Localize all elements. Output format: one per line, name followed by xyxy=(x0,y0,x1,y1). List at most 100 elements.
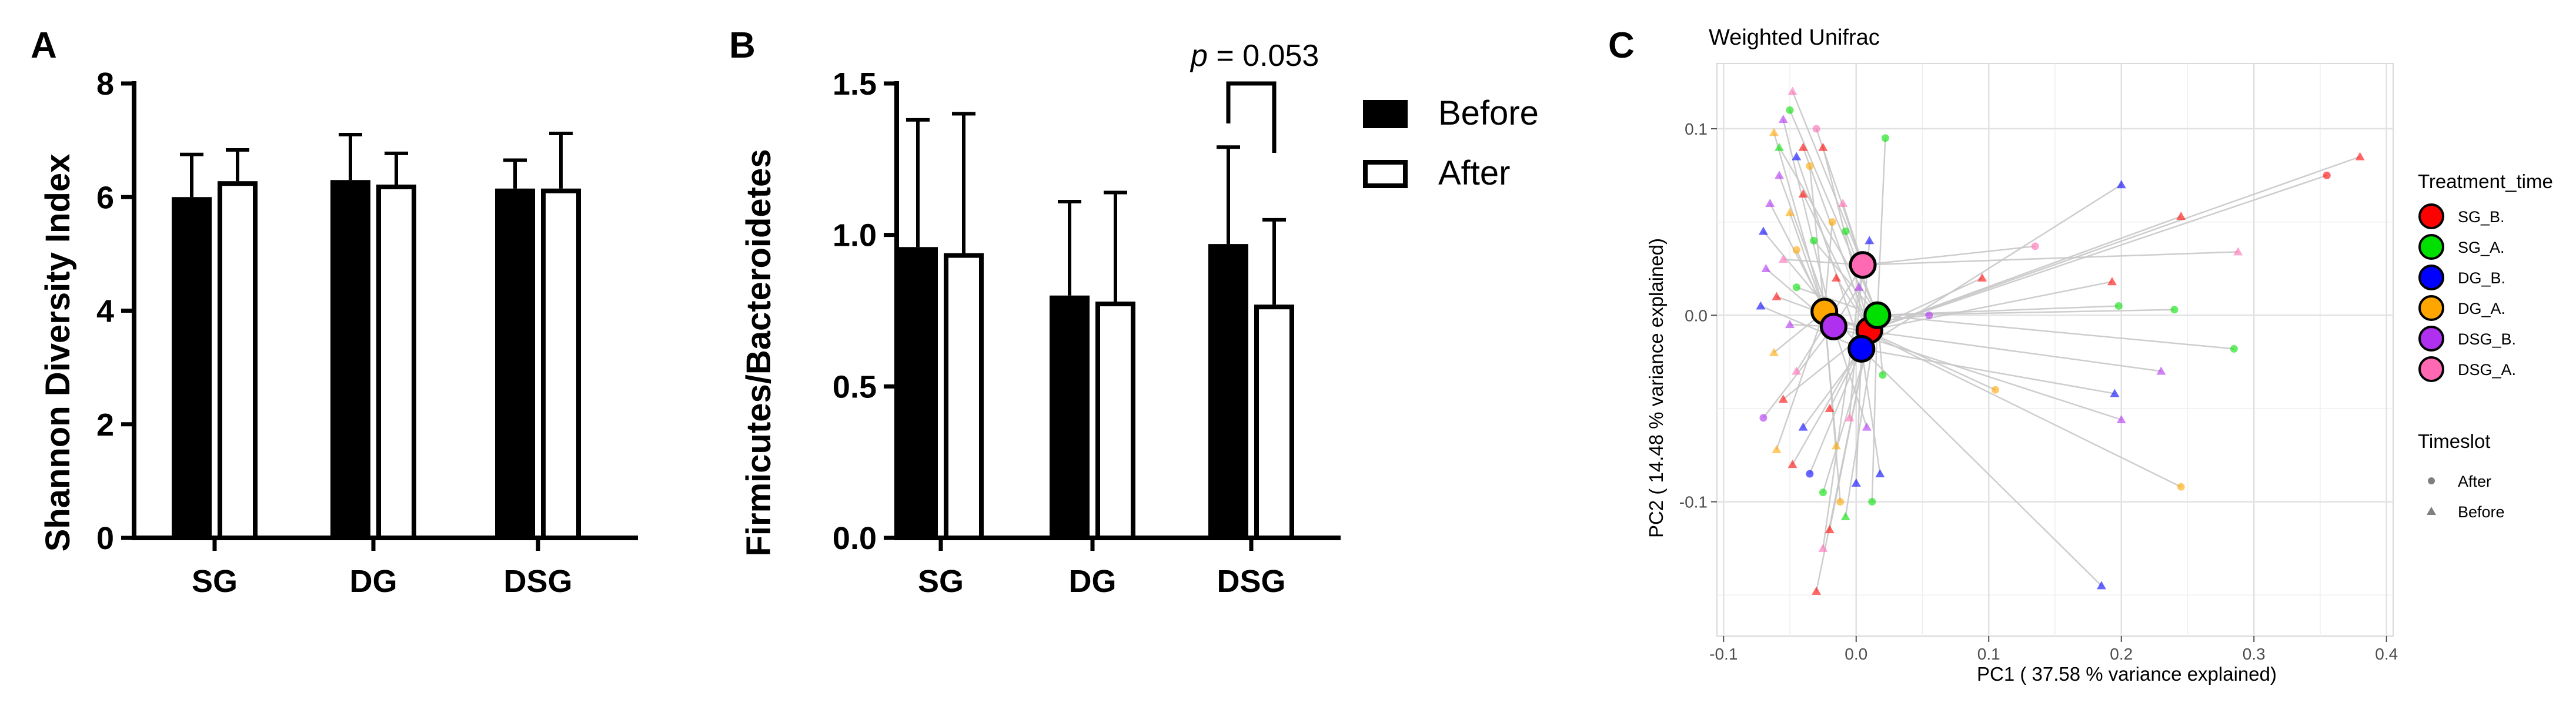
panel-c-point-after xyxy=(1992,386,2000,394)
panel-c-point-after xyxy=(1868,498,1876,506)
panel-c-point-before xyxy=(1845,413,1855,421)
panel-c-point-before xyxy=(1769,347,1779,356)
panel-a-bar-chart: Shannon Diversity Index 0 2 4 6 8 SG DG DSG xyxy=(39,66,638,599)
panel-b-y-tick-label: 0.0 xyxy=(833,521,877,556)
panel-c-point-after xyxy=(1806,162,1814,170)
panel-c-y-axis-title: PC2 ( 14.48 % variance explained) xyxy=(1645,238,1667,538)
panel-c-point-before xyxy=(1778,394,1788,403)
panel-c-point-after xyxy=(2114,302,2123,310)
panel-c-point-before xyxy=(1825,403,1835,412)
panel-c-point-before xyxy=(1785,320,1795,329)
timeslot-legend-before-icon xyxy=(2427,507,2436,515)
treatment-legend-label: DG_A. xyxy=(2458,300,2505,317)
panel-c-spider-line xyxy=(1869,215,2181,331)
p-value-annotation: p = 0.053 xyxy=(1190,39,1319,73)
panel-c-centroid-dsg-a xyxy=(1849,251,1877,279)
p-value-number: = 0.053 xyxy=(1216,39,1319,73)
treatment-legend-swatch xyxy=(2418,326,2444,352)
panel-c-point-after xyxy=(1759,414,1768,422)
panel-c-point-before xyxy=(2176,212,2186,220)
panel-c-centroid-dsg-b xyxy=(1819,312,1847,340)
panel-a-y-tick-label: 4 xyxy=(96,294,114,329)
treatment-legend-title: Treatment_time xyxy=(2418,170,2553,192)
panel-c-spider-line xyxy=(1869,175,2327,331)
panel-c-point-before xyxy=(1756,301,1766,310)
panel-a-y-tick-label: 8 xyxy=(96,66,114,102)
timeslot-legend-label: After xyxy=(2458,473,2491,490)
treatment-legend-swatch xyxy=(2418,356,2444,382)
panel-c-spider-line xyxy=(1855,349,1863,483)
panel-c-point-after xyxy=(1828,218,1836,226)
panel-c-point-before xyxy=(2233,247,2243,256)
panel-a-x-tick-label: DG xyxy=(350,564,397,599)
panel-c-spider-line xyxy=(1876,138,1886,316)
panel-c-point-after xyxy=(2323,171,2331,179)
panel-b-bar-before-sg xyxy=(898,247,938,538)
panel-c-point-after xyxy=(1806,470,1814,478)
legend-before-label: Before xyxy=(1438,94,1539,132)
panel-c-point-after xyxy=(2031,242,2039,250)
panel-c-point-before xyxy=(1788,460,1797,469)
panel-b-bar-after-dsg xyxy=(1254,305,1294,541)
panel-c-point-before xyxy=(1772,444,1782,453)
panel-c-point-before xyxy=(1818,142,1828,151)
panel-c-point-before xyxy=(2116,414,2126,423)
panel-c-point-after xyxy=(1792,283,1800,292)
panel-c-x-tick-label: -0.1 xyxy=(1709,645,1738,663)
treatment-legend-label: DG_B. xyxy=(2458,269,2505,287)
panel-c-point-before xyxy=(1838,198,1848,207)
treatment-legend-swatch xyxy=(2418,295,2444,321)
panel-a-bar-after-sg xyxy=(218,181,258,540)
panel-c-spider-line xyxy=(1833,326,1867,428)
panel-a-bar-before-dg xyxy=(330,180,370,538)
treatment-legend-swatch xyxy=(2418,203,2444,229)
panel-c-point-after xyxy=(1925,311,1933,319)
panel-c-point-after xyxy=(1881,134,1889,142)
panel-c-point-before xyxy=(1812,586,1822,595)
panel-b-x-tick-label: DG xyxy=(1069,564,1117,599)
panel-c-point-before xyxy=(1769,128,1779,136)
panel-c-spider-line xyxy=(1877,305,2119,316)
panel-b-bar-after-dg xyxy=(1095,302,1135,540)
panel-c-point-before xyxy=(1761,263,1771,272)
panel-c-point-before xyxy=(1798,422,1808,431)
panel-c-point-before xyxy=(1772,292,1782,300)
panel-c-point-before xyxy=(1765,198,1775,207)
panel-a-y-tick-label: 6 xyxy=(96,180,114,215)
panel-c-spider-line xyxy=(1822,147,1870,330)
panel-b-bar-before-dg xyxy=(1050,295,1090,538)
panel-c-point-after xyxy=(2170,306,2179,314)
panel-c-spider-line xyxy=(1869,156,2361,331)
panel-c-x-tick-label: 0.0 xyxy=(1845,645,1867,663)
panel-c-spider-line xyxy=(1833,326,2161,372)
treatment-legend-swatch xyxy=(2418,265,2444,290)
timeslot-legend-title: Timeslot xyxy=(2418,430,2490,452)
panel-b-x-tick-label: DSG xyxy=(1217,564,1285,599)
panel-c-x-tick-label: 0.4 xyxy=(2375,645,2398,663)
legend-after-swatch xyxy=(1363,160,1408,188)
significance-bracket xyxy=(1226,81,1277,153)
panel-c-point-before xyxy=(1840,511,1850,520)
panel-c-centroid-sg-a xyxy=(1863,301,1892,329)
panel-b-x-tick-label: SG xyxy=(918,564,964,599)
panel-c-point-before xyxy=(2096,581,2106,590)
panel-c-point-before xyxy=(1798,142,1808,151)
panel-b-bar-chart: Firmicutes/Bacteroidetes p = 0.053 Befor… xyxy=(740,39,1539,599)
legend-after-label: After xyxy=(1438,154,1511,192)
treatment-legend-label: SG_A. xyxy=(2458,239,2505,256)
panel-c-spider-line xyxy=(1773,132,1825,312)
panel-a-bar-after-dg xyxy=(376,184,416,540)
panel-c-point-before xyxy=(1865,236,1875,245)
panel-a-bar-before-sg xyxy=(172,197,212,538)
timeslot-legend-after-icon xyxy=(2428,477,2435,484)
panel-a-bar-before-dsg xyxy=(495,188,535,538)
panel-b-bar-after-sg xyxy=(944,253,984,540)
panel-c-point-before xyxy=(1778,255,1788,263)
panel-c-point-before xyxy=(2156,366,2166,375)
timeslot-legend-label: Before xyxy=(2458,503,2505,521)
panel-c-point-after xyxy=(1792,246,1800,254)
panel-c-point-before xyxy=(1875,469,1885,477)
panel-c-spider-line xyxy=(1869,280,2113,331)
panel-c-spider-line xyxy=(1813,240,1878,316)
